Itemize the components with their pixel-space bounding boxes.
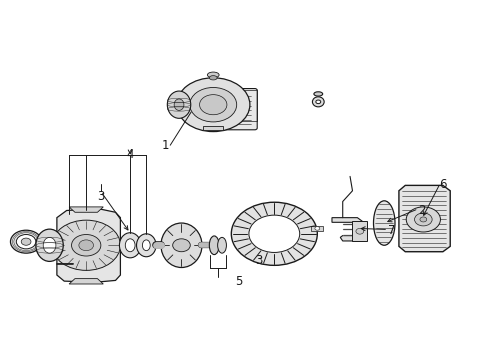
Circle shape — [249, 215, 300, 252]
Ellipse shape — [36, 229, 63, 261]
Ellipse shape — [137, 234, 156, 257]
Circle shape — [16, 234, 36, 249]
Ellipse shape — [143, 240, 150, 251]
Text: 6: 6 — [439, 178, 447, 191]
Polygon shape — [57, 209, 121, 282]
Polygon shape — [311, 226, 323, 231]
Text: 1: 1 — [162, 139, 170, 152]
Ellipse shape — [43, 237, 56, 253]
Ellipse shape — [209, 236, 219, 255]
Ellipse shape — [209, 76, 217, 80]
Text: 7: 7 — [388, 224, 395, 238]
Circle shape — [415, 213, 432, 226]
Bar — [352, 221, 367, 241]
Circle shape — [52, 220, 121, 270]
Circle shape — [420, 217, 427, 222]
Circle shape — [316, 100, 321, 104]
Text: 4: 4 — [126, 148, 134, 161]
Text: 3: 3 — [97, 190, 104, 203]
Circle shape — [315, 226, 320, 230]
Ellipse shape — [120, 233, 141, 258]
Ellipse shape — [313, 97, 324, 107]
Ellipse shape — [167, 91, 191, 118]
Circle shape — [72, 234, 101, 256]
Circle shape — [231, 202, 318, 265]
Ellipse shape — [190, 87, 237, 122]
Circle shape — [79, 240, 94, 251]
Ellipse shape — [218, 237, 226, 253]
Circle shape — [21, 238, 31, 245]
Polygon shape — [69, 207, 103, 212]
FancyBboxPatch shape — [220, 89, 257, 130]
Polygon shape — [69, 279, 103, 284]
Circle shape — [356, 228, 364, 234]
Ellipse shape — [161, 223, 202, 267]
Circle shape — [172, 239, 190, 252]
Ellipse shape — [174, 99, 184, 111]
Ellipse shape — [207, 72, 219, 78]
Circle shape — [406, 207, 441, 232]
Ellipse shape — [125, 239, 135, 252]
Ellipse shape — [314, 92, 323, 96]
Ellipse shape — [199, 95, 227, 115]
Circle shape — [10, 230, 42, 253]
Polygon shape — [332, 218, 362, 241]
Polygon shape — [399, 185, 450, 252]
Text: 3: 3 — [255, 254, 262, 267]
Text: 2: 2 — [418, 204, 426, 217]
Polygon shape — [203, 126, 223, 130]
Ellipse shape — [176, 78, 250, 132]
Text: 5: 5 — [236, 275, 243, 288]
Ellipse shape — [373, 201, 395, 245]
